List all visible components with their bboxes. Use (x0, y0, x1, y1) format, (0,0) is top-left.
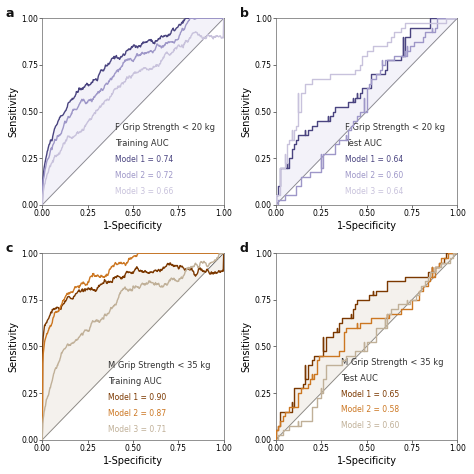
Text: F Grip Strength < 20 kg: F Grip Strength < 20 kg (345, 123, 445, 132)
Y-axis label: Sensitivity: Sensitivity (9, 321, 18, 372)
Text: Model 1 = 0.90: Model 1 = 0.90 (108, 393, 166, 402)
Text: a: a (6, 7, 15, 20)
Y-axis label: Sensitivity: Sensitivity (242, 321, 252, 372)
X-axis label: 1-Specificity: 1-Specificity (337, 456, 397, 465)
Text: Model 3 = 0.60: Model 3 = 0.60 (341, 421, 400, 430)
Text: d: d (239, 242, 248, 255)
Text: Training AUC: Training AUC (115, 139, 168, 148)
Text: Model 1 = 0.74: Model 1 = 0.74 (115, 155, 173, 164)
Text: Model 3 = 0.66: Model 3 = 0.66 (115, 187, 173, 196)
Text: Model 2 = 0.60: Model 2 = 0.60 (345, 171, 403, 180)
Text: Training AUC: Training AUC (108, 377, 161, 386)
Text: Test AUC: Test AUC (345, 139, 382, 148)
Text: c: c (6, 242, 13, 255)
Text: F Grip Strength < 20 kg: F Grip Strength < 20 kg (115, 123, 215, 132)
Text: Model 2 = 0.72: Model 2 = 0.72 (115, 171, 173, 180)
Text: Model 3 = 0.71: Model 3 = 0.71 (108, 425, 166, 434)
Text: M Grip Strength < 35 kg: M Grip Strength < 35 kg (341, 358, 444, 367)
Text: Model 1 = 0.65: Model 1 = 0.65 (341, 390, 400, 399)
X-axis label: 1-Specificity: 1-Specificity (337, 221, 397, 231)
Text: b: b (239, 7, 248, 20)
Text: Model 3 = 0.64: Model 3 = 0.64 (345, 187, 403, 196)
Y-axis label: Sensitivity: Sensitivity (9, 86, 18, 137)
Text: Model 1 = 0.64: Model 1 = 0.64 (345, 155, 403, 164)
Text: Model 2 = 0.58: Model 2 = 0.58 (341, 405, 399, 414)
Y-axis label: Sensitivity: Sensitivity (242, 86, 252, 137)
Text: Test AUC: Test AUC (341, 374, 378, 383)
X-axis label: 1-Specificity: 1-Specificity (103, 221, 163, 231)
Text: Model 2 = 0.87: Model 2 = 0.87 (108, 409, 166, 418)
Text: M Grip Strength < 35 kg: M Grip Strength < 35 kg (108, 361, 210, 370)
X-axis label: 1-Specificity: 1-Specificity (103, 456, 163, 465)
